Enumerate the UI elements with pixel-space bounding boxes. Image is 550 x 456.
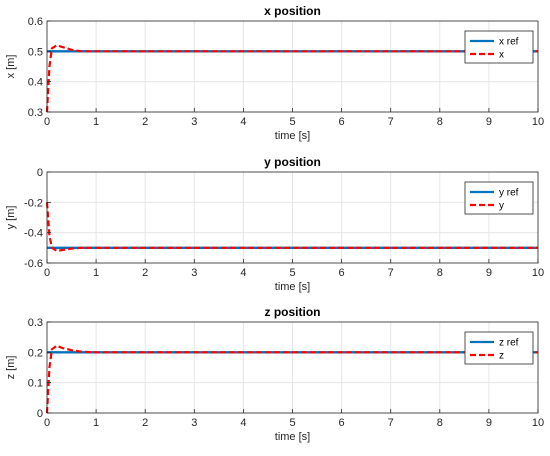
x-tick-label: 5 [289,267,295,279]
legend: z ref z [464,331,534,365]
y-tick-label: 0.3 [28,317,43,329]
chart-title: y position [264,155,321,169]
x-tick-label: 7 [388,267,394,279]
x-tick-label: 9 [486,116,492,128]
x-tick-label: 1 [93,267,99,279]
x-tick-label: 9 [486,267,492,279]
y-tick-label: -0.6 [24,258,43,270]
x-axis-label: time [s] [275,431,310,443]
x-tick-label: 6 [339,267,345,279]
x-tick-label: 7 [388,417,394,429]
y-tick-label: 0.5 [28,46,43,58]
x-axis-label: time [s] [275,281,310,293]
y-tick-label: 0.6 [28,16,43,28]
x-tick-label: 8 [437,116,443,128]
x-tick-label: 2 [142,267,148,279]
x-tick-label: 10 [532,417,544,429]
x-tick-label: 0 [44,267,50,279]
x-tick-label: 4 [240,116,246,128]
legend-box [464,331,534,365]
legend-label: y ref [499,188,519,199]
legend-box [464,30,534,64]
x-tick-label: 5 [289,116,295,128]
y-tick-label: -0.2 [24,197,43,209]
legend-label: x ref [499,37,519,48]
x-tick-label: 2 [142,417,148,429]
chart-1: 0 1 2 3 4 5 6 7 8 9 10 0.3 0.4 0.5 0.6 x position time [… [5,4,544,142]
series-line-z [45,344,538,414]
x-tick-label: 4 [240,267,246,279]
y-axis-label: y [m] [5,206,17,230]
y-axis-label: x [m] [5,55,17,79]
x-tick-label: 8 [437,267,443,279]
x-tick-label: 8 [437,417,443,429]
y-tick-label: 0 [37,408,43,420]
x-tick-label: 10 [532,267,544,279]
x-tick-label: 1 [93,417,99,429]
legend: x ref x [464,30,534,64]
chart-2: 0 1 2 3 4 5 6 7 8 9 10 -0.6 -0.4 -0.2 0 y position time … [5,155,544,293]
x-tick-label: 6 [339,417,345,429]
x-tick-label: 1 [93,116,99,128]
x-tick-label: 4 [240,417,246,429]
x-tick-label: 0 [44,116,50,128]
x-tick-label: 5 [289,417,295,429]
legend-label: y [499,201,504,212]
legend-label: z ref [499,338,519,349]
x-tick-label: 2 [142,116,148,128]
series-line-y [45,202,538,253]
legend: y ref y [464,181,534,215]
y-tick-label: 0.3 [28,107,43,119]
chart-3: 0 1 2 3 4 5 6 7 8 9 10 0 0.1 0.2 0.3 z position time [s]… [5,305,544,443]
x-axis-label: time [s] [275,130,310,142]
legend-label: z [499,351,504,362]
legend-label: x [499,50,504,61]
x-tick-label: 3 [191,267,197,279]
x-tick-label: 9 [486,417,492,429]
chart-title: x position [264,4,321,18]
x-tick-label: 3 [191,116,197,128]
x-tick-label: 0 [44,417,50,429]
y-tick-label: 0.1 [28,378,43,390]
y-tick-label: 0 [37,167,43,179]
x-tick-label: 7 [388,116,394,128]
x-tick-label: 3 [191,417,197,429]
x-tick-label: 6 [339,116,345,128]
y-tick-label: 0.4 [28,77,43,89]
y-tick-label: -0.4 [24,228,43,240]
y-tick-label: 0.2 [28,347,43,359]
chart-title: z position [265,305,321,319]
series-line-x [45,44,538,113]
y-axis-label: z [m] [5,356,17,380]
x-tick-label: 10 [532,116,544,128]
legend-box [464,181,534,215]
